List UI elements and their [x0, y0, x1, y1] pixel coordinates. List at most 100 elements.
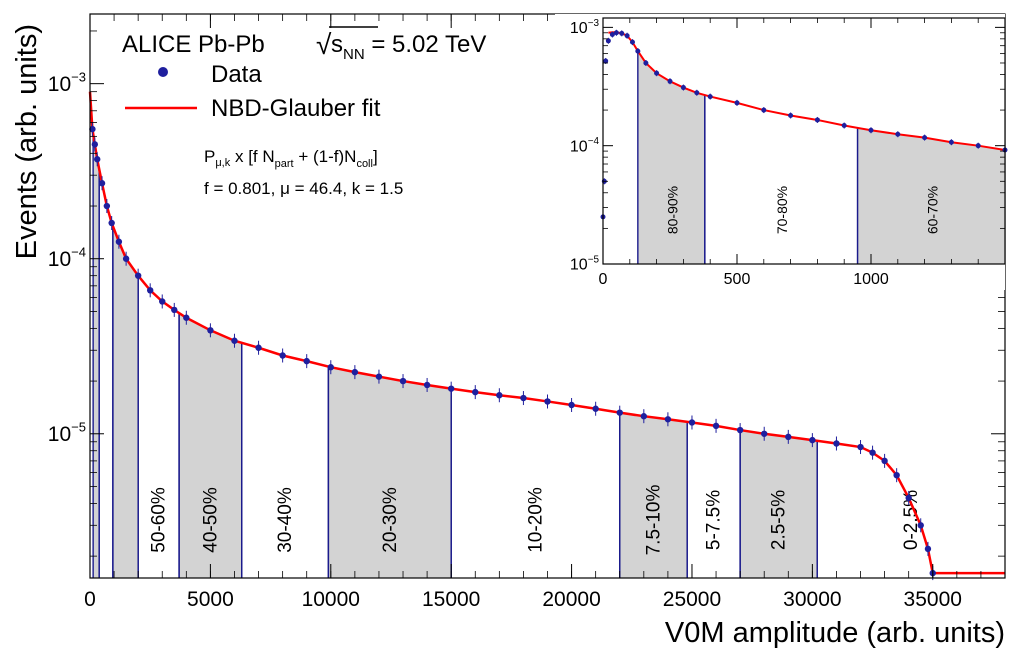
main-data-point [857, 440, 864, 455]
inset-data-marker [694, 90, 700, 96]
x-axis-label: V0M amplitude (arb. units) [665, 617, 1005, 649]
main-data-marker [924, 545, 932, 553]
main-data-marker [520, 394, 527, 402]
main-x-tick-label-0: 0 [84, 588, 96, 611]
main-band-label-1: 2.5-5% [769, 490, 790, 550]
main-data-point [183, 310, 190, 325]
main-data-point [98, 176, 106, 191]
main-data-marker [98, 180, 106, 187]
main-data-point [89, 122, 96, 137]
inset-data-point [895, 131, 901, 138]
main-band-5 [328, 366, 452, 578]
main-x-tick-label-5: 25000 [663, 588, 721, 611]
main-y-tick-label-1: 10−4 [48, 245, 86, 271]
inset-data-point [619, 30, 625, 37]
inset-data-marker [895, 131, 901, 137]
main-data-marker [917, 522, 924, 529]
main-data-point [664, 412, 672, 427]
main-data-marker [736, 426, 744, 434]
inset-frame [602, 17, 1006, 265]
svg-text:sNN = 5.02 TeV: sNN = 5.02 TeV [331, 31, 486, 63]
main-data-point [399, 374, 407, 389]
main-data-marker [207, 327, 214, 334]
main-data-marker [146, 287, 154, 294]
inset-data-point [694, 89, 700, 96]
inset-data-point [654, 70, 660, 77]
inset-data-marker [922, 135, 928, 141]
inset-x-tick-label-0: 0 [599, 271, 608, 288]
main-data-marker [171, 306, 178, 314]
inset-data-marker [619, 30, 625, 36]
main-band-label-8: 50-60% [149, 487, 170, 553]
inset-data-marker [734, 100, 740, 106]
inset-data-point [841, 122, 847, 129]
main-data-marker [472, 388, 479, 396]
inset-data-marker [605, 38, 611, 44]
inset-data-marker [624, 33, 630, 39]
main-data-point [640, 409, 648, 424]
inset-data-marker [654, 70, 660, 76]
main-data-marker [893, 471, 900, 479]
main-data-point [893, 468, 900, 483]
main-fit-line [88, 91, 1005, 575]
main-data-point [905, 490, 912, 505]
main-data-point [122, 251, 130, 266]
sqrt-symbol: √ [316, 29, 332, 60]
main-data-point [91, 137, 99, 152]
inset-data-marker [667, 78, 673, 84]
inset-data-marker [603, 58, 609, 64]
main-data-point [712, 418, 720, 433]
main-band-9 [112, 226, 139, 579]
inset-data-marker [868, 127, 874, 133]
main-data-marker [881, 457, 888, 465]
inset-data-point [667, 78, 673, 85]
main-data-point [447, 381, 455, 396]
main-band-label-4: 10-20% [525, 487, 546, 553]
inset-data-point [609, 31, 615, 38]
inset-data-point [707, 93, 713, 100]
main-x-tick-label-7: 35000 [904, 588, 962, 611]
inset-data-point [629, 39, 635, 46]
main-data-marker [423, 381, 431, 389]
main-band-label-5: 20-30% [380, 487, 401, 553]
inset-data-marker [609, 32, 615, 38]
main-x-tick-label-4: 20000 [542, 588, 600, 611]
fit-formula: Pμ,k x [f Npart + (1-f)Ncoll] f = 0.801,… [204, 147, 403, 198]
main-band-label-0: 0-2.5% [901, 490, 922, 550]
main-data-marker [496, 392, 503, 399]
main-data-point [761, 426, 768, 441]
inset-band-label-2: 60-70% [924, 186, 940, 234]
main-data-point [303, 354, 310, 369]
y-axis-label: Events (arb. units) [11, 24, 43, 259]
main-data-point [134, 268, 142, 283]
legend-label-fit: NBD-Glauber fit [211, 95, 381, 122]
main-band-7 [179, 313, 242, 578]
main-band-label-2: 5-7.5% [704, 490, 725, 550]
inset-band-label-1: 70-80% [774, 186, 790, 234]
inset-data-point [975, 142, 981, 149]
main-data-point [108, 215, 115, 230]
inset-data-point [922, 134, 928, 141]
inset-y-tick-label-0: 10−3 [570, 18, 600, 37]
inset-data-marker [948, 139, 954, 145]
main-x-tick-label-1: 5000 [187, 588, 234, 611]
main-data-marker [279, 352, 286, 359]
inset-band-0 [637, 51, 705, 265]
inset-data-point [605, 37, 611, 44]
main-data-point [279, 348, 286, 363]
inset-data-point [814, 116, 820, 123]
inset-data-point [624, 32, 630, 39]
main-data-marker [869, 449, 876, 456]
main-data-point [881, 453, 888, 468]
main-data-point [544, 394, 551, 409]
main-data-marker [712, 422, 720, 430]
inset-plot: 80-90% 70-80% 60-70% 0 500 1000 10−3 10−4 10−5 [555, 14, 1008, 290]
inset-y-tick-label-2: 10−5 [570, 254, 600, 273]
inset-data-marker [788, 112, 794, 118]
main-data-point [520, 391, 527, 406]
main-data-point [94, 152, 101, 167]
main-data-marker [857, 443, 864, 451]
inset-data-marker [680, 85, 686, 91]
main-data-point [568, 398, 575, 413]
main-band-label-6: 30-40% [275, 487, 296, 553]
